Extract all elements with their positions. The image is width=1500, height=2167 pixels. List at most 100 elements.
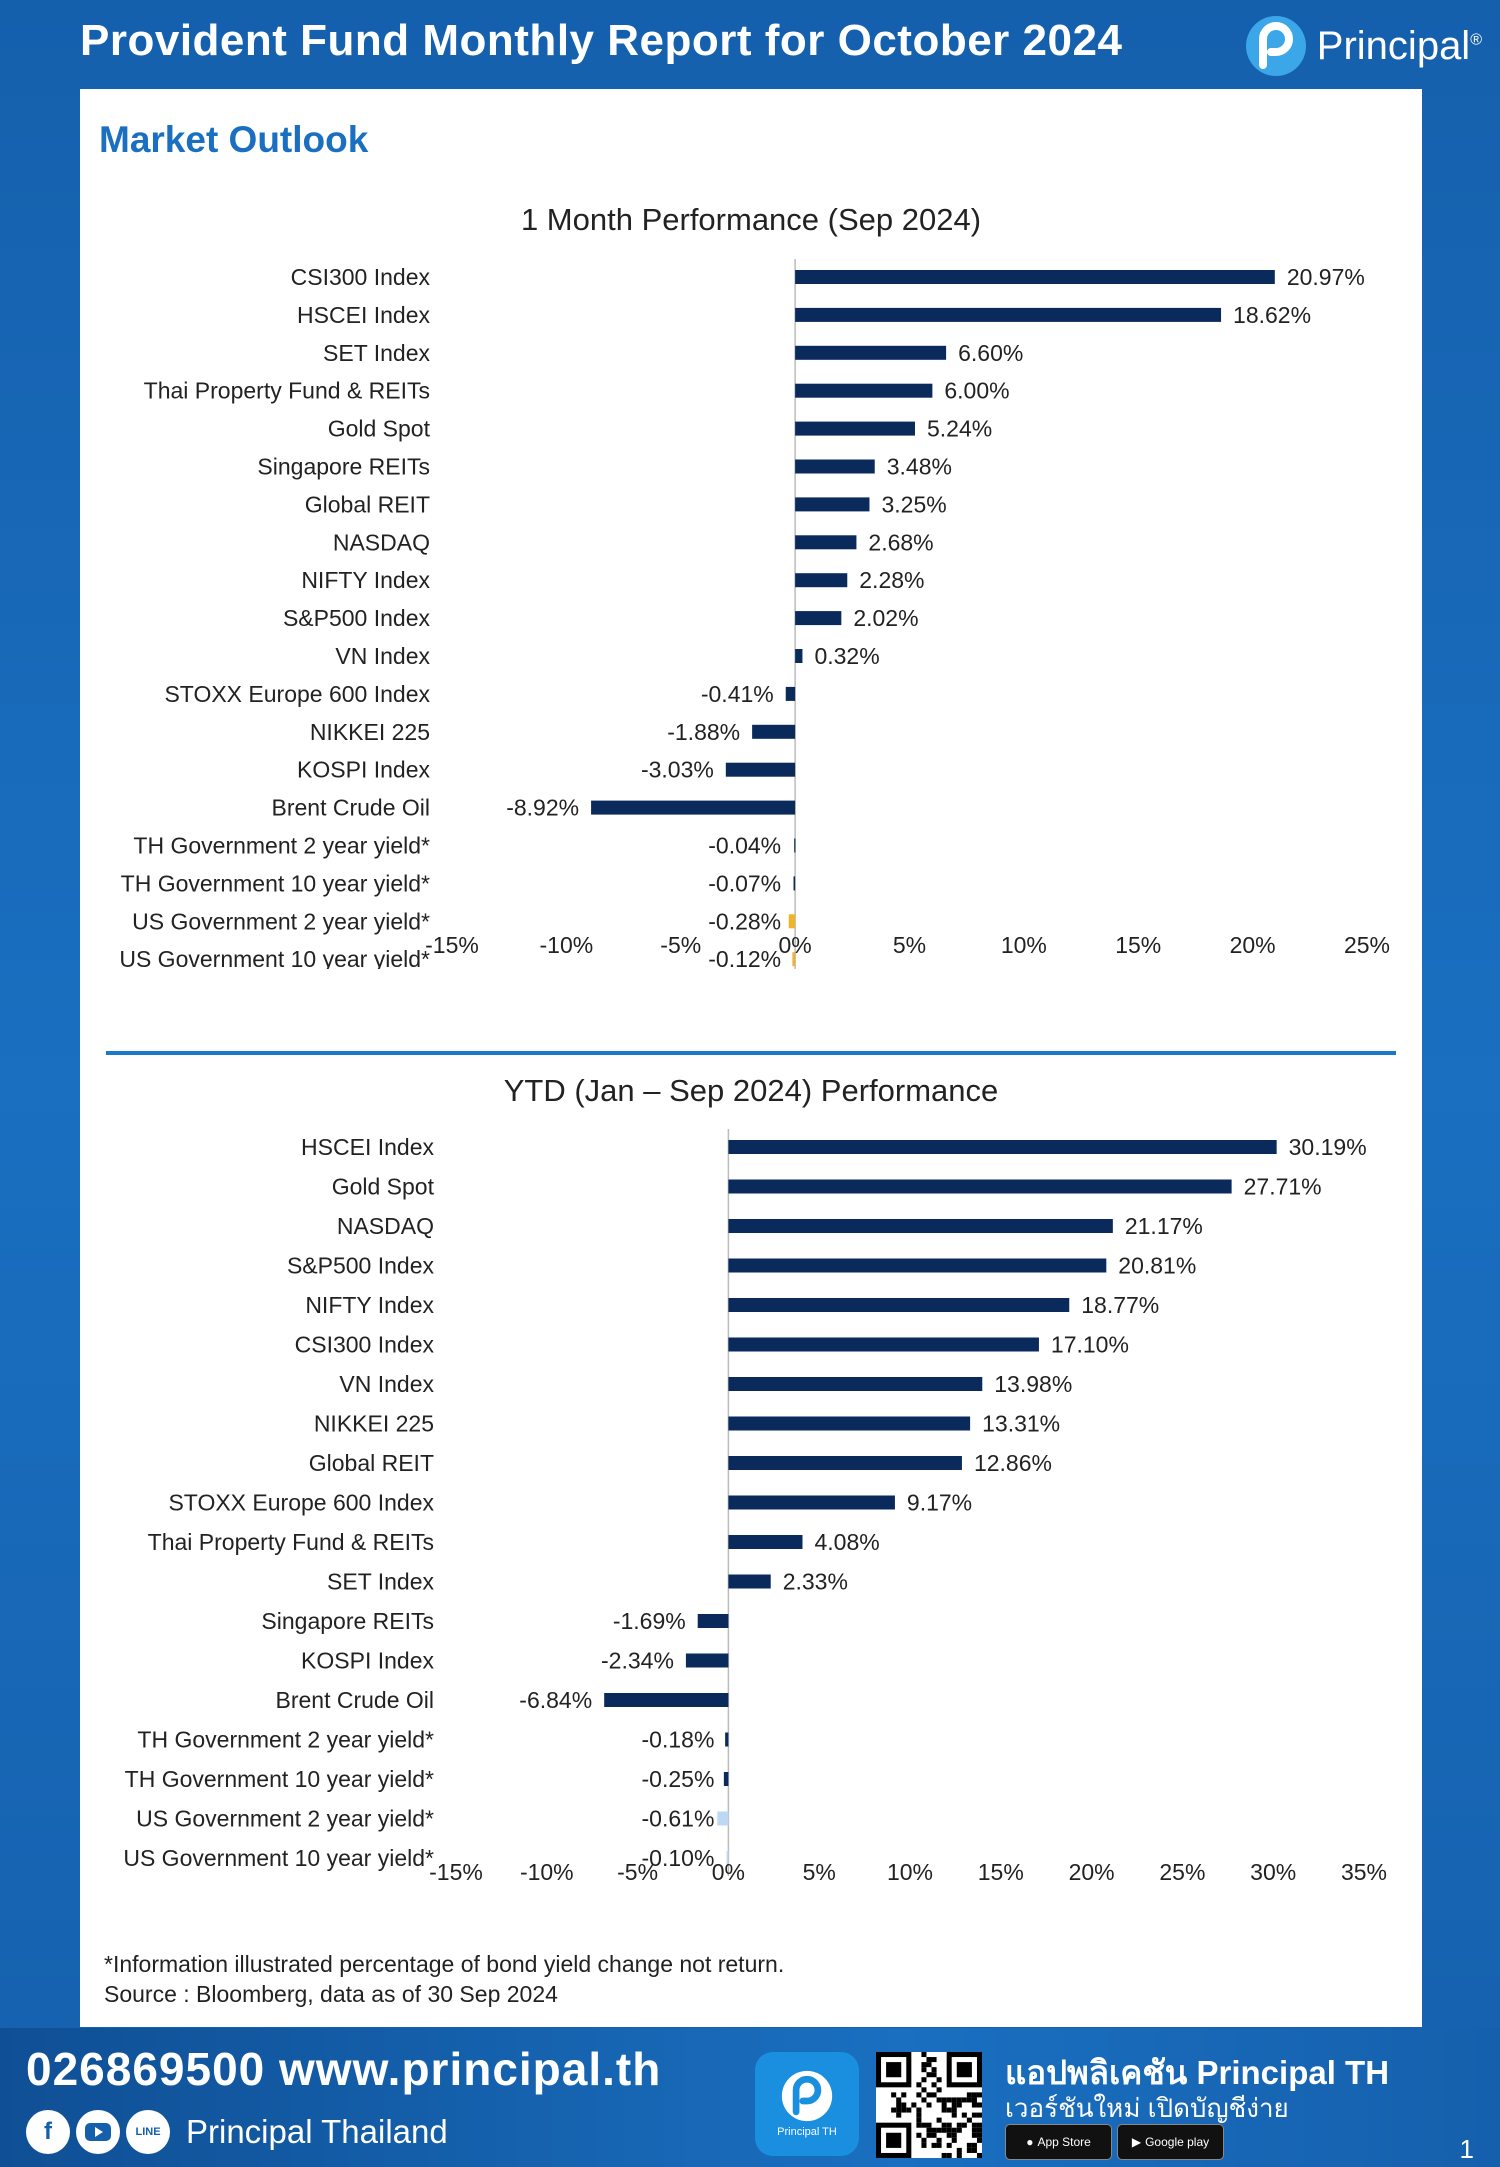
value-label: -2.34% bbox=[601, 1648, 674, 1674]
facebook-icon[interactable]: f bbox=[26, 2110, 70, 2154]
category-label: NIFTY Index bbox=[305, 1292, 434, 1318]
category-label: NIKKEI 225 bbox=[314, 1411, 434, 1437]
value-label: -0.10% bbox=[642, 1845, 715, 1871]
bar-1-16 bbox=[723, 1772, 729, 1786]
bar-1-18 bbox=[726, 1851, 729, 1865]
x-tick-label: 30% bbox=[1250, 1859, 1296, 1885]
bar-1-3 bbox=[728, 1258, 1107, 1273]
category-label: TH Government 10 year yield* bbox=[125, 1766, 434, 1792]
value-label: 13.98% bbox=[994, 1371, 1072, 1397]
x-tick-label: -15% bbox=[425, 932, 479, 958]
value-label: 2.02% bbox=[853, 605, 918, 631]
x-tick-label: 20% bbox=[1230, 932, 1276, 958]
category-label: TH Government 2 year yield* bbox=[137, 1727, 434, 1753]
bar-0-17 bbox=[788, 914, 796, 929]
x-tick-label: 10% bbox=[887, 1859, 933, 1885]
contact-phone-url[interactable]: 026869500 www.principal.th bbox=[26, 2043, 662, 2095]
x-tick-label: 5% bbox=[803, 1859, 836, 1885]
bar-1-14 bbox=[604, 1693, 729, 1707]
category-label: Gold Spot bbox=[328, 416, 431, 442]
value-label: -1.69% bbox=[613, 1608, 686, 1634]
category-label: STOXX Europe 600 Index bbox=[168, 1490, 434, 1516]
bar-0-14 bbox=[591, 800, 796, 815]
section-divider bbox=[106, 1051, 1396, 1055]
category-label: Singapore REITs bbox=[261, 1608, 434, 1634]
x-tick-label: 25% bbox=[1344, 932, 1390, 958]
x-tick-label: 15% bbox=[978, 1859, 1024, 1885]
bar-1-8 bbox=[728, 1456, 962, 1470]
category-label: TH Government 2 year yield* bbox=[133, 833, 430, 859]
value-label: 9.17% bbox=[907, 1490, 972, 1516]
footnote-source: Source : Bloomberg, data as of 30 Sep 20… bbox=[104, 1981, 558, 2007]
youtube-icon[interactable] bbox=[76, 2110, 120, 2154]
x-tick-label: 25% bbox=[1159, 1859, 1205, 1885]
category-label: US Government 10 year yield* bbox=[119, 946, 430, 969]
value-label: 17.10% bbox=[1051, 1332, 1129, 1358]
value-label: -0.28% bbox=[708, 908, 781, 934]
bar-0-10 bbox=[795, 649, 803, 663]
category-label: NASDAQ bbox=[333, 529, 430, 555]
section-title: Market Outlook bbox=[99, 119, 369, 160]
x-tick-label: -10% bbox=[540, 932, 594, 958]
bar-1-5 bbox=[728, 1337, 1039, 1352]
bar-1-11 bbox=[728, 1574, 771, 1589]
bar-0-15 bbox=[794, 838, 796, 853]
category-label: Global REIT bbox=[309, 1450, 434, 1476]
category-label: Brent Crude Oil bbox=[275, 1687, 434, 1713]
bar-0-11 bbox=[785, 686, 796, 701]
value-label: 6.00% bbox=[944, 378, 1009, 404]
value-label: -8.92% bbox=[506, 795, 579, 821]
bar-0-9 bbox=[795, 611, 842, 626]
bar-0-12 bbox=[752, 724, 796, 739]
value-label: 21.17% bbox=[1125, 1213, 1203, 1239]
brand-logo: Principal® bbox=[1245, 14, 1482, 78]
line-icon[interactable]: LINE bbox=[126, 2110, 170, 2154]
category-label: VN Index bbox=[339, 1371, 434, 1397]
value-label: -0.41% bbox=[701, 681, 774, 707]
x-tick-label: 0% bbox=[712, 1859, 745, 1885]
bar-1-1 bbox=[728, 1179, 1232, 1194]
value-label: -0.07% bbox=[708, 870, 781, 896]
category-label: Singapore REITs bbox=[257, 454, 430, 480]
category-label: SET Index bbox=[327, 1569, 434, 1595]
bar-0-1 bbox=[795, 307, 1222, 322]
x-tick-label: -5% bbox=[660, 932, 701, 958]
x-tick-label: 5% bbox=[893, 932, 926, 958]
category-label: Brent Crude Oil bbox=[271, 795, 430, 821]
bar-1-2 bbox=[728, 1219, 1113, 1233]
social-links: f LINE Principal Thailand bbox=[26, 2110, 448, 2154]
value-label: 2.33% bbox=[783, 1569, 848, 1595]
x-tick-label: 15% bbox=[1115, 932, 1161, 958]
value-label: 2.68% bbox=[868, 529, 933, 555]
page-number: 1 bbox=[1459, 2134, 1474, 2164]
brand-name: Principal® bbox=[1316, 23, 1482, 68]
value-label: 18.62% bbox=[1233, 302, 1311, 328]
value-label: 18.77% bbox=[1081, 1292, 1159, 1318]
app-title: แอปพลิเคชัน Principal TH bbox=[1005, 2054, 1390, 2091]
category-label: US Government 10 year yield* bbox=[123, 1845, 434, 1871]
value-label: -0.04% bbox=[708, 833, 781, 859]
app-store-badge[interactable]: ● App Store bbox=[1005, 2124, 1112, 2160]
bar-1-10 bbox=[728, 1535, 803, 1549]
value-label: 20.97% bbox=[1287, 264, 1365, 290]
category-label: CSI300 Index bbox=[295, 1332, 435, 1358]
value-label: 4.08% bbox=[814, 1529, 879, 1555]
value-label: 12.86% bbox=[974, 1450, 1052, 1476]
bar-0-18 bbox=[792, 952, 796, 967]
category-label: SET Index bbox=[323, 340, 430, 366]
category-label: S&P500 Index bbox=[287, 1253, 435, 1279]
value-label: -0.61% bbox=[642, 1806, 715, 1832]
value-label: 5.24% bbox=[927, 416, 992, 442]
category-label: Thai Property Fund & REITs bbox=[148, 1529, 434, 1555]
category-label: TH Government 10 year yield* bbox=[121, 870, 430, 896]
google-play-badge[interactable]: ▶ Google play bbox=[1117, 2124, 1224, 2160]
value-label: 13.31% bbox=[982, 1411, 1060, 1437]
play-icon: ▶ bbox=[1131, 2135, 1142, 2149]
footnote-bond-note: *Information illustrated percentage of b… bbox=[104, 1951, 785, 1977]
principal-logo-icon bbox=[1245, 15, 1307, 77]
app-icon[interactable]: Principal TH bbox=[755, 2052, 859, 2156]
category-label: S&P500 Index bbox=[283, 605, 431, 631]
apple-icon: ● bbox=[1026, 2135, 1034, 2149]
bar-0-8 bbox=[795, 573, 848, 588]
chart-ytd: HSCEI Index 30.19% Gold Spot 27.71% NASDAQ 21… bbox=[123, 1129, 1387, 1885]
